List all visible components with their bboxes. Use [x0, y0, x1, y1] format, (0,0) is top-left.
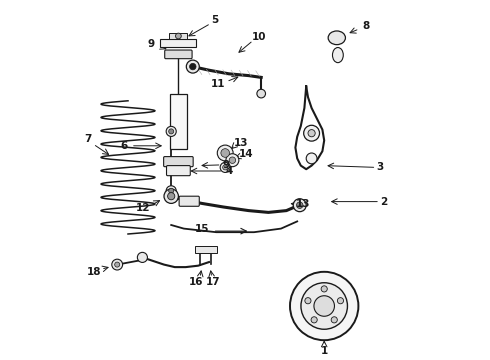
Circle shape [186, 60, 199, 73]
Circle shape [169, 188, 174, 193]
Text: 10: 10 [251, 32, 266, 42]
Ellipse shape [328, 31, 345, 45]
Text: 14: 14 [239, 149, 253, 159]
Circle shape [229, 157, 236, 163]
Text: 9: 9 [147, 39, 154, 49]
Circle shape [257, 89, 266, 98]
Circle shape [175, 33, 181, 39]
Text: 8: 8 [362, 21, 369, 31]
Circle shape [304, 125, 319, 141]
Circle shape [169, 129, 174, 134]
Circle shape [222, 165, 228, 170]
Circle shape [306, 153, 317, 164]
Text: 1: 1 [320, 346, 328, 356]
Circle shape [331, 317, 337, 323]
Circle shape [311, 317, 317, 323]
Text: 13: 13 [295, 199, 310, 210]
Bar [195, 246, 217, 253]
Bar [170, 33, 187, 39]
Text: 6: 6 [121, 141, 128, 151]
Circle shape [115, 262, 120, 267]
Text: 4: 4 [225, 166, 232, 176]
Circle shape [166, 126, 176, 136]
Circle shape [137, 252, 147, 262]
Bar [171, 94, 187, 149]
FancyBboxPatch shape [167, 166, 190, 176]
Circle shape [221, 149, 229, 157]
Circle shape [305, 298, 311, 304]
Text: 9: 9 [223, 160, 230, 170]
Circle shape [164, 189, 178, 203]
Text: 18: 18 [87, 267, 102, 277]
Text: 16: 16 [189, 276, 203, 287]
Text: 5: 5 [211, 15, 218, 25]
Circle shape [112, 259, 122, 270]
Text: 17: 17 [206, 276, 220, 287]
Circle shape [296, 202, 303, 208]
Bar [160, 39, 196, 47]
FancyBboxPatch shape [164, 157, 193, 167]
Circle shape [301, 283, 347, 329]
Ellipse shape [333, 48, 343, 63]
Circle shape [166, 186, 176, 196]
FancyBboxPatch shape [165, 50, 192, 59]
Circle shape [226, 154, 239, 167]
FancyBboxPatch shape [179, 196, 199, 206]
Text: 11: 11 [211, 78, 225, 89]
Circle shape [308, 130, 315, 137]
Circle shape [290, 272, 358, 340]
Text: 13: 13 [233, 138, 248, 148]
Text: 7: 7 [85, 134, 92, 144]
Circle shape [220, 162, 230, 172]
Text: 15: 15 [195, 224, 209, 234]
Circle shape [321, 286, 327, 292]
Text: 2: 2 [380, 197, 387, 207]
Circle shape [190, 63, 196, 70]
Text: 3: 3 [376, 162, 384, 172]
Circle shape [314, 296, 335, 316]
Circle shape [293, 199, 306, 212]
Text: 12: 12 [136, 203, 151, 213]
Circle shape [338, 298, 343, 304]
Circle shape [217, 145, 233, 161]
Circle shape [168, 193, 175, 200]
